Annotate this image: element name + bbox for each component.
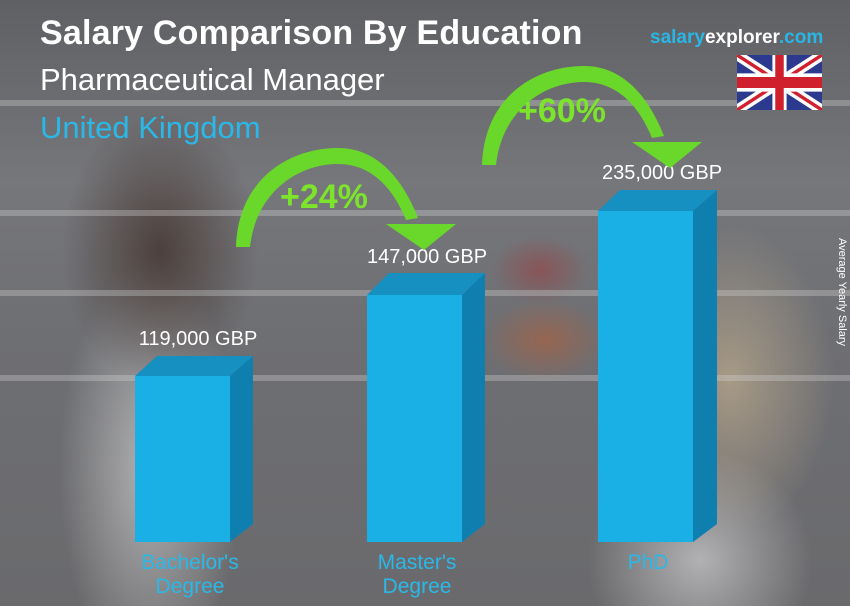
category-label-bachelors: Bachelor's Degree xyxy=(110,551,270,599)
brand-part-explorer: explorer xyxy=(704,27,779,48)
category-line: Master's xyxy=(377,551,457,574)
value-label-masters: 147,000 GBP xyxy=(366,246,488,268)
category-line: PhD xyxy=(627,551,669,574)
brand-part-domain: .com xyxy=(778,27,824,48)
category-label-phd: PhD xyxy=(568,551,728,575)
bar-phd[interactable] xyxy=(598,190,718,542)
background-shelf xyxy=(0,210,850,216)
bar-masters[interactable] xyxy=(367,273,487,542)
brand-part-salary: salary xyxy=(650,27,705,48)
bar-3d-shape xyxy=(135,356,253,542)
percent-change-1: +24% xyxy=(280,178,368,216)
brand-logo[interactable]: salaryexplorer.com xyxy=(650,27,823,49)
uk-flag-icon xyxy=(737,55,822,110)
category-line: Degree xyxy=(382,575,452,598)
increase-arrow-icon xyxy=(236,148,456,250)
country-label: United Kingdom xyxy=(40,110,261,145)
bar-3d-shape xyxy=(598,190,717,542)
category-line: Bachelor's xyxy=(141,551,239,574)
category-line: Degree xyxy=(155,575,225,598)
y-axis-label: Average Yearly Salary xyxy=(836,238,848,347)
percent-change-2: +60% xyxy=(518,92,606,130)
background-shelf xyxy=(0,100,850,106)
increase-arrow-icon xyxy=(482,66,702,168)
bar-bachelors[interactable] xyxy=(135,356,255,542)
chart-title: Salary Comparison By Education xyxy=(40,14,583,52)
job-title: Pharmaceutical Manager xyxy=(40,62,385,97)
value-label-bachelors: 119,000 GBP xyxy=(138,328,258,350)
bar-3d-shape xyxy=(367,273,485,542)
category-label-masters: Master's Degree xyxy=(337,551,497,599)
value-label-phd: 235,000 GBP xyxy=(601,162,723,184)
